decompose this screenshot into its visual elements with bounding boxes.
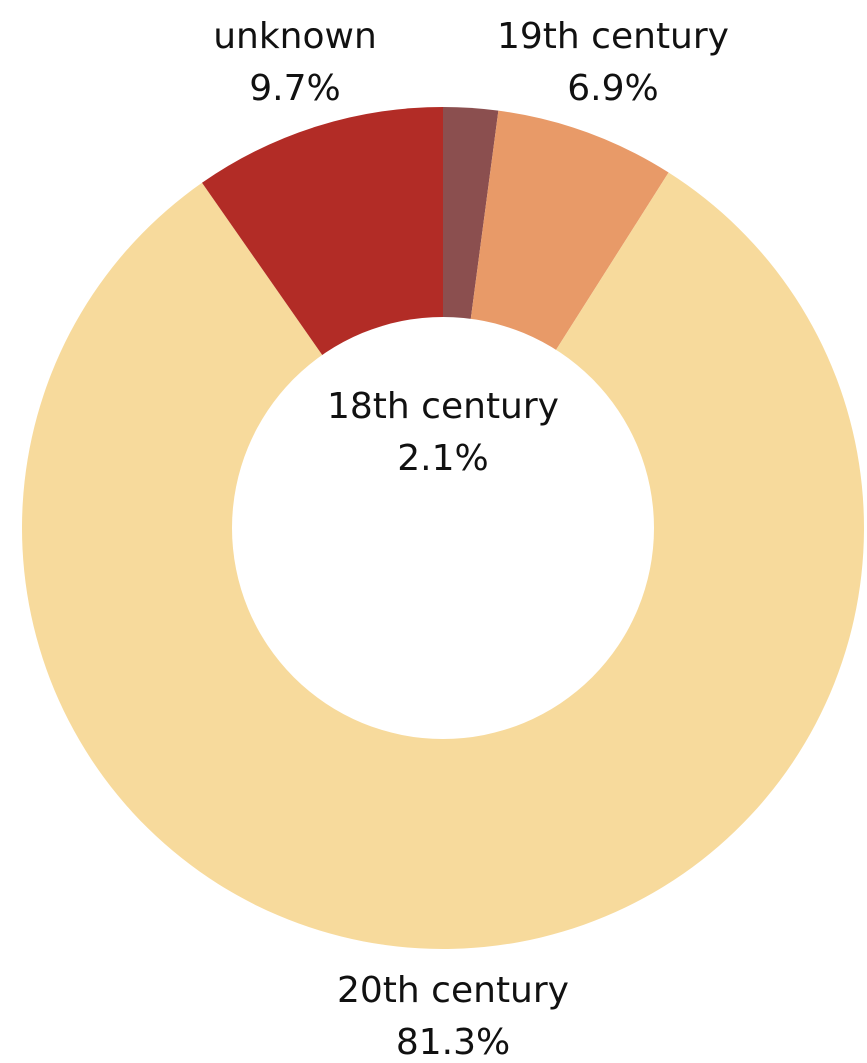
slice-label-unknown: unknown bbox=[213, 16, 377, 57]
slice-label-19th-century: 19th century bbox=[497, 16, 729, 57]
donut-hole bbox=[232, 317, 654, 739]
slice-value-20th-century: 81.3% bbox=[396, 1022, 510, 1063]
slice-value-unknown: 9.7% bbox=[249, 68, 340, 109]
slice-value-19th-century: 6.9% bbox=[567, 68, 658, 109]
slice-label-18th-century: 18th century bbox=[327, 386, 559, 427]
slice-label-20th-century: 20th century bbox=[337, 970, 569, 1011]
labels-layer: 18th century 2.1% 19th century 6.9% 20th cen… bbox=[213, 16, 729, 1063]
slice-value-18th-century: 2.1% bbox=[397, 438, 488, 479]
